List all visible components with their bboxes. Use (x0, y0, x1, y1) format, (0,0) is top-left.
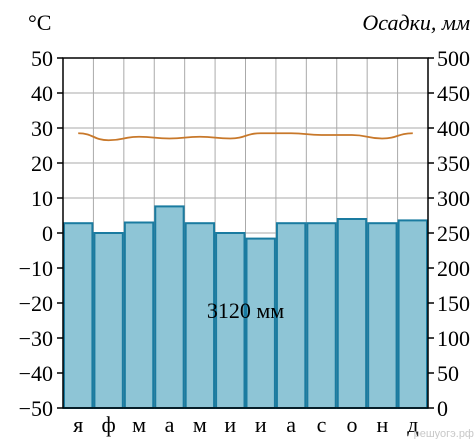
left-tick-label: 30 (31, 116, 53, 141)
right-tick-label: 50 (437, 361, 459, 386)
left-tick-label: 40 (31, 81, 53, 106)
month-label: с (317, 412, 327, 437)
left-tick-label: −50 (19, 396, 53, 421)
right-tick-label: 350 (437, 151, 470, 176)
left-tick-label: −30 (19, 326, 53, 351)
right-tick-label: 0 (437, 396, 448, 421)
precipitation-bar (123, 221, 155, 409)
precipitation-bar (245, 237, 276, 409)
precipitation-bar (275, 222, 307, 409)
precipitation-bar (367, 222, 398, 409)
precipitation-bar (215, 232, 246, 409)
left-tick-label: 20 (31, 151, 53, 176)
left-tick-label: 50 (31, 46, 53, 71)
right-tick-label: 200 (437, 256, 470, 281)
right-tick-label: 400 (437, 116, 470, 141)
month-label: м (193, 412, 207, 437)
left-tick-label: −20 (19, 291, 53, 316)
month-label: н (376, 412, 388, 437)
watermark: решуогэ.рф (414, 428, 474, 439)
left-tick-label: 0 (42, 221, 53, 246)
left-tick-label: 10 (31, 186, 53, 211)
month-label: д (407, 412, 418, 437)
month-label: о (346, 412, 357, 437)
month-label: м (132, 412, 146, 437)
right-tick-label: 500 (437, 46, 470, 71)
month-label: а (286, 412, 296, 437)
month-label: я (73, 412, 83, 437)
precipitation-bars (63, 205, 429, 409)
precipitation-bar (184, 222, 216, 409)
precipitation-bar (63, 222, 94, 409)
right-tick-label: 450 (437, 81, 470, 106)
left-tick-label: −40 (19, 361, 53, 386)
total-precipitation-label: 3120 мм (207, 298, 284, 323)
month-label: и (224, 412, 236, 437)
left-tick-label: −10 (19, 256, 53, 281)
precipitation-bar (397, 219, 429, 409)
left-axis-unit: °C (28, 10, 51, 35)
right-tick-label: 300 (437, 186, 470, 211)
precipitation-bar (306, 222, 337, 409)
right-axis-unit: Осадки, мм (362, 10, 470, 35)
right-tick-label: 150 (437, 291, 470, 316)
precipitation-bar (93, 232, 124, 409)
temperature-line (78, 132, 413, 142)
month-label: а (165, 412, 175, 437)
month-label: ф (101, 412, 115, 437)
right-tick-label: 250 (437, 221, 470, 246)
left-axis-ticks: 50 40 30 20 10 0 −10 −20 −30 −40 −50 (19, 46, 63, 421)
precipitation-bar (336, 218, 368, 409)
month-label: и (255, 412, 267, 437)
temperature-line-group (78, 132, 413, 142)
right-tick-label: 100 (437, 326, 470, 351)
precipitation-bar (154, 205, 185, 409)
